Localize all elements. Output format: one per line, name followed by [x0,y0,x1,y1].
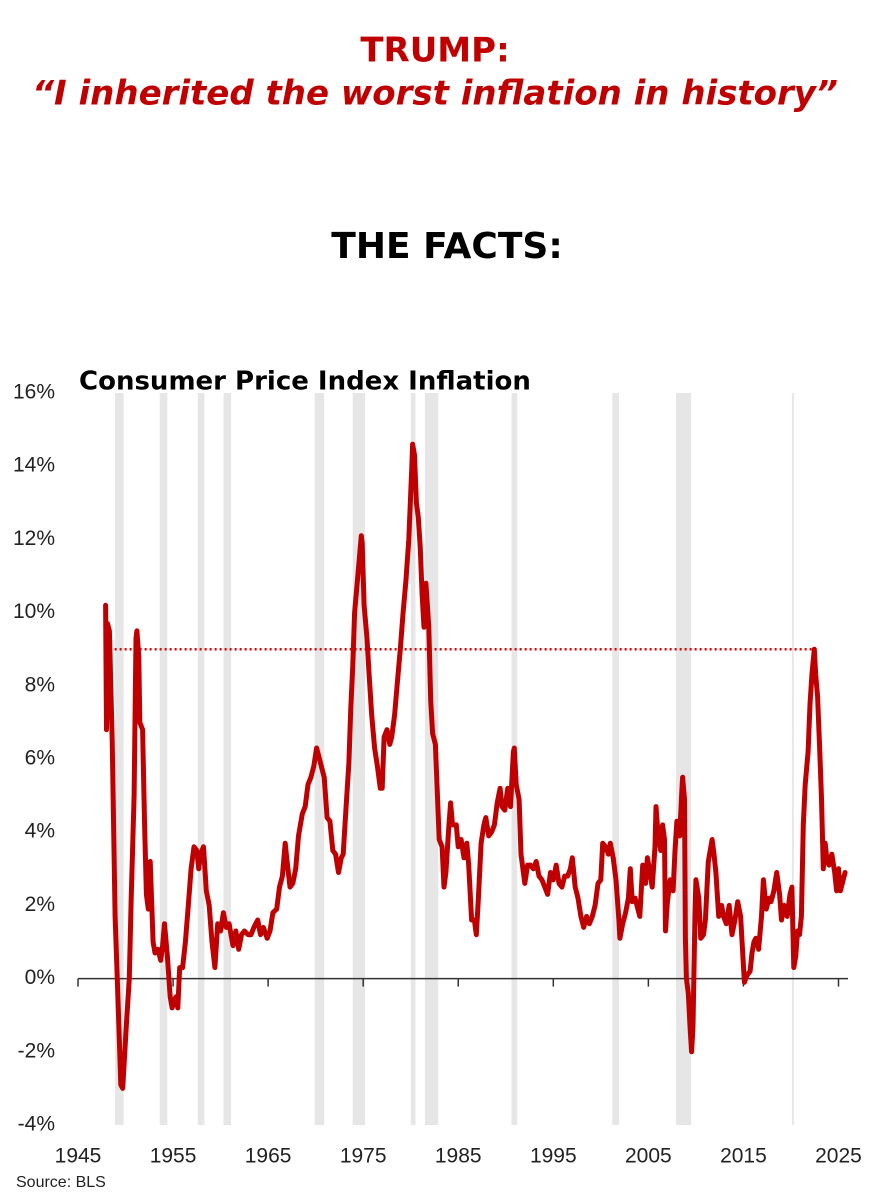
recession-band [197,393,205,1125]
recession-band [424,393,439,1125]
recession-band [352,393,366,1125]
x-tick-label: 1965 [245,1145,292,1168]
x-tick-label: 1945 [55,1145,102,1168]
x-tick-label: 2005 [625,1145,672,1168]
x-tick-label: 1995 [530,1145,577,1168]
x-tick-label: 2015 [720,1145,767,1168]
y-tick-label: 4% [25,820,55,843]
y-tick-label: 16% [13,381,55,404]
recession-band [410,393,416,1125]
source: Source: BLS [16,1174,106,1191]
subheading: THE FACTS: [331,226,562,267]
recession-band [612,393,619,1125]
cpi-line [103,441,848,1091]
x-tick-label: 1985 [435,1145,482,1168]
y-tick-label: 12% [13,527,55,550]
recession-band [159,393,168,1125]
quote: “I inherited the worst inflation in hist… [32,74,838,114]
x-tick-label: 1975 [340,1145,387,1168]
y-tick-label: 0% [25,966,55,989]
x-tick-label: 1955 [150,1145,197,1168]
y-tick-label: -4% [18,1113,55,1136]
x-tick-label: 2025 [815,1145,862,1168]
y-tick-label: 8% [25,673,55,696]
y-tick-label: 14% [13,454,55,477]
recession-band [115,393,124,1125]
headline: TRUMP: [360,31,509,71]
chart-title: Consumer Price Index Inflation [79,367,531,397]
recession-band [223,393,232,1125]
y-tick-label: 6% [25,747,55,770]
recession-band [791,393,794,1125]
y-tick-label: 10% [13,600,55,623]
y-tick-label: -2% [18,1039,55,1062]
y-tick-label: 2% [25,893,55,916]
